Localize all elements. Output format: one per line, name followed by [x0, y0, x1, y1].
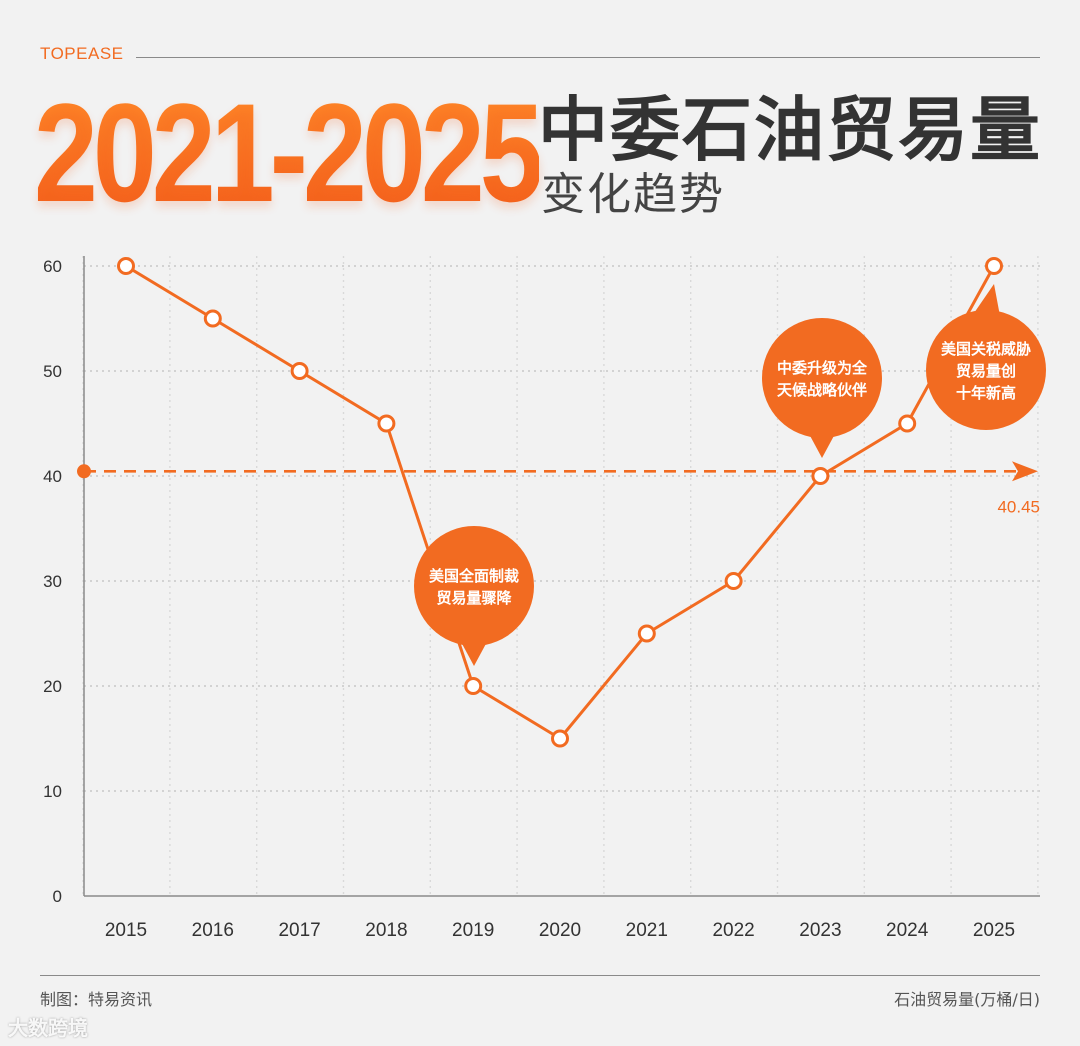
bottom-divider — [40, 975, 1040, 976]
x-tick-label: 2024 — [886, 920, 929, 941]
page-title: 中委石油贸易量 — [538, 89, 1042, 171]
data-point — [551, 729, 569, 748]
data-point — [377, 414, 396, 433]
y-tick-label: 50 — [43, 362, 62, 381]
x-tick-label: 2019 — [452, 920, 494, 941]
reference-layer: 40.45 — [77, 461, 1040, 516]
watermark: 大数跨境 — [8, 1016, 88, 1040]
unit-label: 石油贸易量(万桶/日) — [894, 990, 1040, 1009]
axis-layer: 0 10 20 30 40 50 60 2015 2016 2017 2018 2019 2020 202… — [43, 256, 1040, 941]
top-divider — [136, 57, 1040, 58]
reference-value-label: 40.45 — [997, 497, 1040, 516]
data-point — [117, 257, 135, 275]
x-tick-label: 2016 — [192, 920, 234, 941]
reference-arrowhead — [1012, 461, 1038, 482]
data-point — [811, 467, 830, 485]
callout-text: 贸易量骤降 — [436, 589, 512, 607]
page-subtitle: 变化趋势 — [541, 169, 725, 220]
x-tick-label: 2025 — [973, 920, 1015, 941]
callout-circle — [762, 318, 882, 438]
credit-text: 制图：特易资讯 — [40, 990, 153, 1009]
data-point — [637, 624, 656, 643]
series-layer — [117, 257, 1003, 748]
data-point — [985, 257, 1003, 275]
x-tick-label: 2018 — [365, 920, 407, 941]
callout-tail — [460, 640, 488, 666]
reference-start-dot — [77, 464, 91, 479]
y-tick-label: 60 — [43, 257, 62, 276]
callout-text: 十年新高 — [956, 384, 1016, 402]
x-tick-label: 2015 — [105, 920, 147, 941]
y-tick-label: 20 — [43, 677, 62, 696]
y-tick-label: 30 — [43, 572, 62, 591]
callout-tail — [972, 284, 1000, 316]
x-tick-label: 2017 — [278, 920, 320, 941]
callout-text: 美国全面制裁 — [429, 567, 519, 585]
callout-circle — [414, 526, 534, 646]
x-tick-label: 2022 — [712, 920, 754, 941]
x-tick-label: 2020 — [539, 920, 581, 941]
y-tick-label: 10 — [43, 782, 62, 801]
data-point — [290, 362, 309, 380]
x-tick-label: 2021 — [626, 920, 668, 941]
data-point — [203, 309, 222, 328]
callout-text: 贸易量创 — [956, 362, 1016, 380]
data-point — [724, 572, 743, 590]
brand-label: TOPEASE — [40, 44, 124, 63]
y-tick-label: 40 — [43, 467, 62, 486]
title-years: 2021-2025 — [34, 74, 544, 231]
callout-text: 美国关税威胁 — [941, 340, 1031, 358]
data-point — [898, 414, 917, 433]
callout-text: 天候战略伙伴 — [777, 381, 867, 399]
grid-layer — [82, 256, 1040, 896]
callout-circle — [926, 310, 1046, 430]
x-tick-label: 2023 — [799, 920, 841, 941]
callout-text: 中委升级为全 — [777, 359, 868, 377]
y-tick-label: 0 — [53, 887, 62, 906]
callout-tail — [808, 432, 836, 458]
data-point — [464, 677, 483, 695]
